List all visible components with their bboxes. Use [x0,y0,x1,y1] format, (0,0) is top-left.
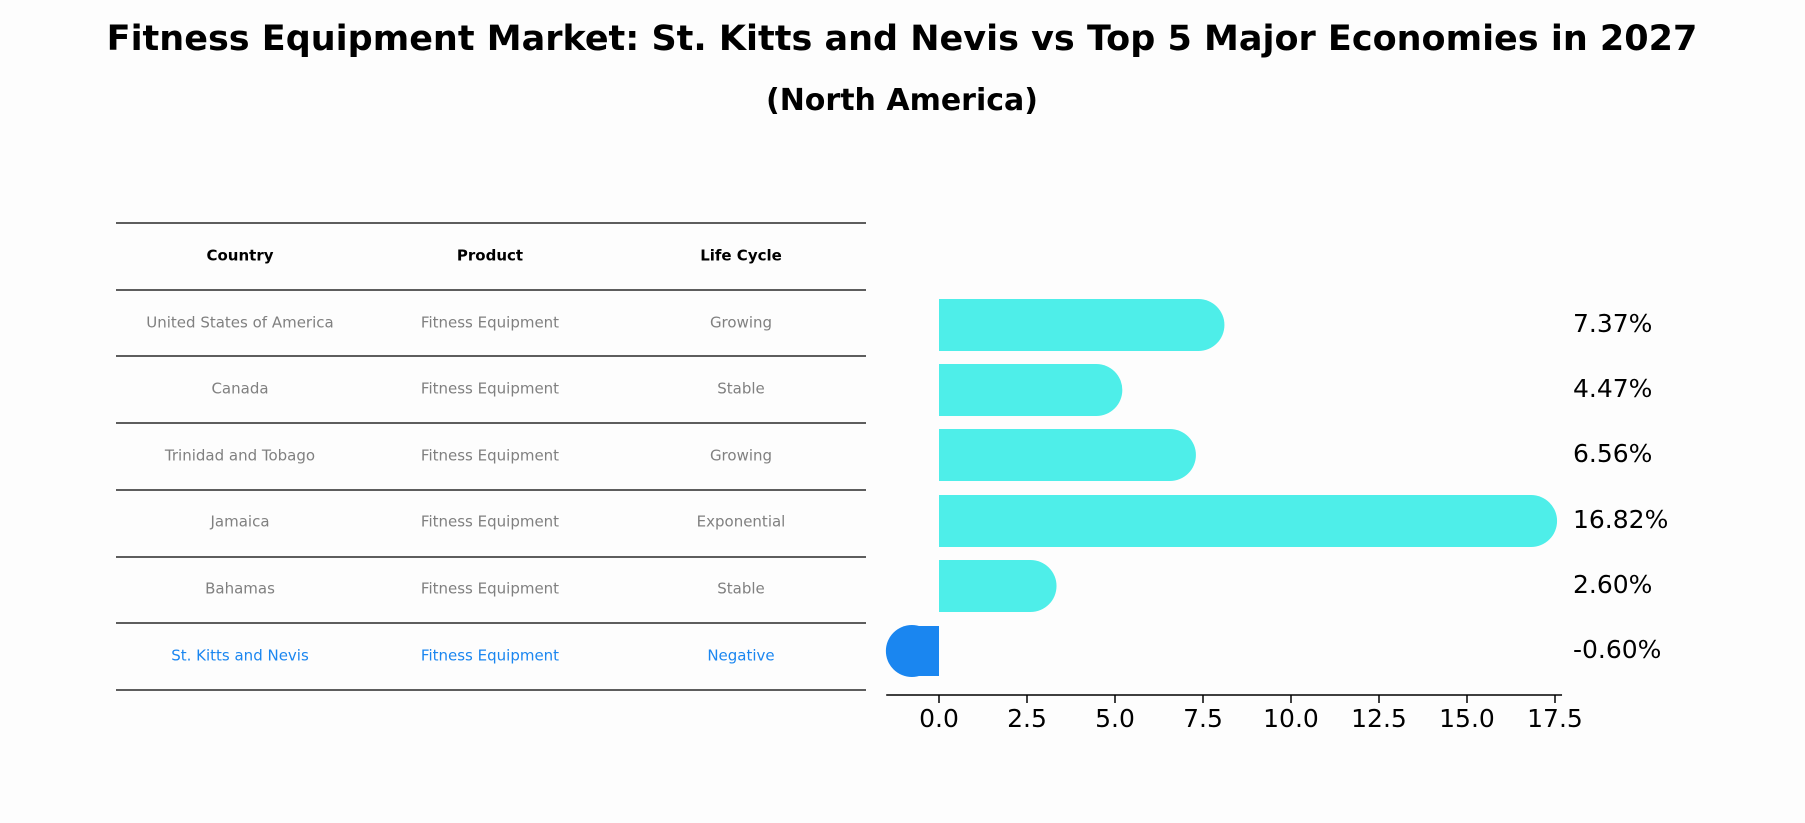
table-cell: Growing [710,447,772,465]
bar-highlight-body [917,626,939,676]
x-tick-label: 17.5 [1527,704,1583,733]
table-cell: United States of America [146,314,333,332]
table-cell: Canada [211,380,268,398]
table-cell: Jamaica [209,513,269,531]
x-tick-label: 7.5 [1183,704,1223,733]
bar-value-label: 16.82% [1573,505,1668,534]
x-tick-label: 0.0 [919,704,959,733]
bar-value-label: 4.47% [1573,374,1652,403]
x-tick-label: 15.0 [1439,704,1495,733]
x-tick-label: 2.5 [1007,704,1047,733]
table-cell: St. Kitts and Nevis [171,647,309,665]
table-cell: Negative [707,647,774,665]
table-cell: Fitness Equipment [421,314,559,332]
x-tick-label: 12.5 [1351,704,1407,733]
bar-plot: 7.37% 4.47% 6.56% 16.82% 2.60% -0.60% [885,299,1668,677]
table-cell: Trinidad and Tobago [164,447,315,465]
bar-value-label: 2.60% [1573,570,1652,599]
x-axis: 0.0 2.5 5.0 7.5 10.0 12.5 15.0 17.5 [886,694,1583,733]
x-tick-label: 10.0 [1263,704,1319,733]
table-cell: Bahamas [205,580,275,598]
bar [939,364,1123,416]
data-table: Country Product Life Cycle United States of… [116,222,866,691]
table-cell: Fitness Equipment [421,447,559,465]
table-cell: Exponential [697,513,786,531]
bar [939,560,1057,612]
chart-title: Fitness Equipment Market: St. Kitts and … [107,19,1698,59]
table-cell: Fitness Equipment [421,380,559,398]
table-cell: Fitness Equipment [421,647,559,665]
bar [939,299,1225,351]
table-cell: Stable [717,380,765,398]
table-cell: Stable [717,580,765,598]
table-cell: Fitness Equipment [421,580,559,598]
bar-value-label: -0.60% [1573,635,1661,664]
bar [939,429,1196,481]
table-header-cell: Life Cycle [700,247,782,265]
bar-value-label: 7.37% [1573,309,1652,338]
table-header-cell: Country [206,247,273,265]
table-cell: Fitness Equipment [421,513,559,531]
x-tick-label: 5.0 [1095,704,1135,733]
table-header-cell: Product [457,247,523,265]
chart-subtitle: (North America) [766,83,1038,118]
bar-value-label: 6.56% [1573,439,1652,468]
table-cell: Growing [710,314,772,332]
bar [939,495,1558,547]
